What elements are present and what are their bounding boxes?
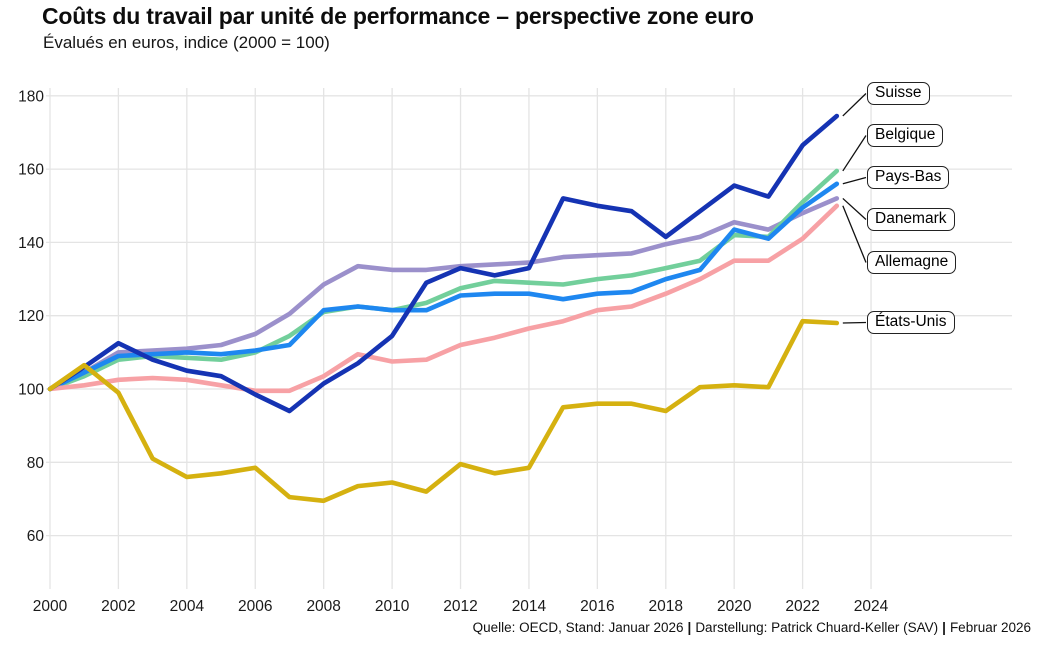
source-darstellung: Darstellung: Patrick Chuard-Keller (SAV)	[695, 620, 939, 635]
y-axis-tick-label: 140	[18, 235, 44, 252]
series-line-pays_bas	[47, 181, 840, 392]
y-axis-tick-label: 120	[18, 308, 44, 325]
y-axis-tick-label: 60	[27, 528, 45, 545]
series-label-allemagne: Allemagne	[867, 250, 957, 274]
x-axis-tick-label: 2010	[375, 598, 410, 615]
y-axis-tick-label: 80	[27, 455, 45, 472]
x-axis-tick-label: 2006	[238, 598, 272, 615]
label-connector-danemark	[842, 197, 867, 220]
x-axis-tick-label: 2002	[101, 598, 135, 615]
source-quelle: Quelle: OECD, Stand: Januar 2026	[472, 620, 684, 635]
source-separator-1: |	[687, 620, 692, 635]
label-connector-allemagne	[842, 205, 867, 263]
series-label-belgique: Belgique	[867, 123, 944, 147]
page-title: Coûts du travail par unité de performanc…	[42, 3, 754, 29]
series-line-belgique	[47, 168, 840, 392]
series-label-danemark: Danemark	[867, 207, 955, 231]
x-axis-tick-label: 2008	[306, 598, 340, 615]
x-axis-tick-label: 2012	[443, 598, 477, 615]
series-line-suisse	[47, 113, 840, 414]
label-connector-pays_bas	[842, 176, 867, 185]
x-axis-tick-label: 2024	[854, 598, 889, 615]
y-axis-tick-label: 100	[18, 382, 44, 399]
series-label-suisse: Suisse	[867, 81, 930, 105]
x-axis-tick-label: 2014	[512, 598, 547, 615]
source-separator-2: |	[942, 620, 946, 635]
series-line-allemagne	[47, 203, 840, 394]
x-axis-tick-label: 2020	[717, 598, 752, 615]
x-axis-tick-label: 2000	[33, 598, 68, 615]
label-connector-belgique	[842, 135, 867, 172]
x-axis-tick-label: 2018	[649, 598, 683, 615]
series-line-danemark	[47, 196, 840, 392]
y-axis-tick-label: 160	[18, 162, 44, 179]
x-axis-tick-label: 2016	[580, 598, 614, 615]
x-axis-tick-label: 2022	[785, 598, 819, 615]
label-connector-etats_unis	[842, 321, 867, 324]
chart-subtitle: Évalués en euros, indice (2000 = 100)	[43, 33, 330, 52]
label-connector-suisse	[842, 93, 867, 117]
x-axis-tick-label: 2004	[170, 598, 205, 615]
y-axis-tick-label: 180	[18, 88, 44, 105]
series-label-etats_unis: États-Unis	[867, 310, 955, 334]
source-date: Februar 2026	[949, 620, 1031, 635]
series-label-pays_bas: Pays-Bas	[867, 165, 950, 189]
series-line-etats_unis	[47, 318, 840, 504]
source-note: Quelle: OECD, Stand: Januar 2026 | Darstel…	[473, 620, 1031, 635]
